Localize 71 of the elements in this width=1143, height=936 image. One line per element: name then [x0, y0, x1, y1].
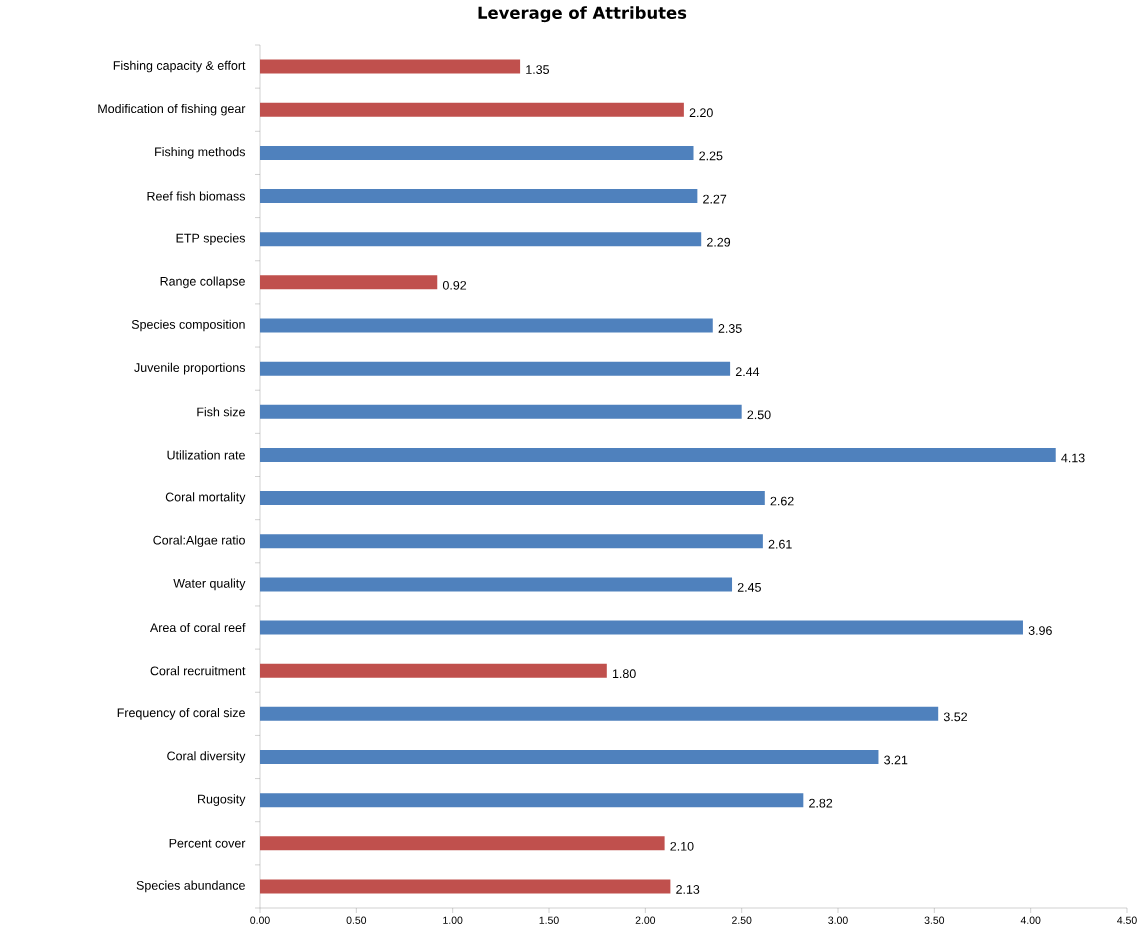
y-tick-label: Utilization rate	[167, 450, 245, 460]
y-tick-label: Fishing capacity & effort	[113, 60, 246, 73]
data-label: 2.35	[718, 324, 742, 333]
data-label: 1.80	[612, 669, 636, 679]
x-tick-label: 4.00	[1020, 916, 1041, 924]
data-label: 2.50	[747, 410, 771, 420]
data-label: 0.92	[442, 280, 467, 290]
x-tick-label: 3.50	[924, 916, 945, 924]
bar	[260, 534, 763, 549]
data-label: 2.10	[670, 841, 694, 851]
bar	[260, 404, 742, 419]
bar	[260, 663, 607, 678]
data-label: 3.96	[1028, 626, 1052, 635]
y-tick-label: Coral recruitment	[150, 666, 246, 676]
data-label: 2.25	[699, 151, 723, 161]
bar	[260, 189, 698, 204]
data-label: 2.61	[768, 539, 792, 549]
bar	[260, 749, 879, 764]
y-tick-label: Species composition	[131, 319, 245, 332]
bar	[260, 59, 521, 74]
data-label: 2.82	[809, 798, 833, 808]
y-tick-label: Area of coral reef	[149, 622, 246, 633]
bar	[260, 447, 1056, 462]
y-tick-label: ETP species	[176, 233, 246, 245]
bar	[260, 102, 684, 117]
bar	[260, 879, 671, 894]
x-tick-label: 0.50	[346, 916, 367, 924]
x-tick-label: 2.00	[635, 916, 656, 924]
bar	[260, 145, 694, 160]
y-tick-label: Coral mortality	[165, 492, 246, 504]
data-label: 2.20	[689, 108, 713, 118]
y-tick-label: Frequency of coral size	[117, 708, 245, 720]
y-tick-label: Coral:Algae ratio	[153, 535, 245, 548]
bar	[260, 620, 1023, 635]
y-tick-label: Range collapse	[160, 276, 245, 289]
y-tick-label: Rugosity	[198, 794, 246, 806]
data-label: 2.27	[703, 194, 727, 204]
y-tick-label: Reef fish biomass	[147, 191, 246, 201]
x-tick-label: 3.00	[828, 916, 848, 924]
data-label: 2.13	[676, 885, 700, 894]
x-tick-label: 0.00	[250, 916, 270, 924]
data-label: 2.44	[735, 367, 760, 376]
bar	[260, 836, 665, 851]
data-label: 3.21	[884, 755, 908, 765]
x-tick-label: 2.50	[732, 916, 752, 924]
bar	[260, 275, 438, 290]
data-label: 3.52	[943, 712, 967, 722]
bar	[260, 706, 939, 721]
y-tick-label: Coral diversity	[167, 751, 246, 763]
y-tick-label: Fishing methods	[155, 147, 246, 159]
bar	[260, 361, 731, 376]
x-tick-label: 4.50	[1117, 916, 1137, 924]
bar	[260, 577, 733, 592]
x-tick-label: 1.00	[443, 916, 463, 924]
data-label: 2.62	[770, 496, 794, 506]
bar	[260, 232, 702, 247]
data-label: 4.13	[1061, 453, 1085, 463]
x-tick-label: 1.50	[539, 916, 559, 924]
data-label: 2.45	[737, 582, 761, 592]
bar	[260, 793, 804, 808]
y-tick-label: Species abundance	[136, 880, 245, 893]
y-tick-label: Juvenile proportions	[134, 362, 245, 375]
chart-title: Leverage of Attributes	[478, 6, 687, 23]
y-tick-label: Water quality	[173, 578, 246, 591]
bar	[260, 318, 713, 333]
y-tick-label: Percent cover	[169, 838, 246, 848]
data-label: 2.29	[707, 237, 731, 247]
y-tick-label: Modification of fishing gear	[98, 103, 246, 116]
bar	[260, 491, 765, 506]
data-label: 1.35	[526, 65, 550, 74]
y-tick-label: Fish size	[197, 407, 245, 417]
